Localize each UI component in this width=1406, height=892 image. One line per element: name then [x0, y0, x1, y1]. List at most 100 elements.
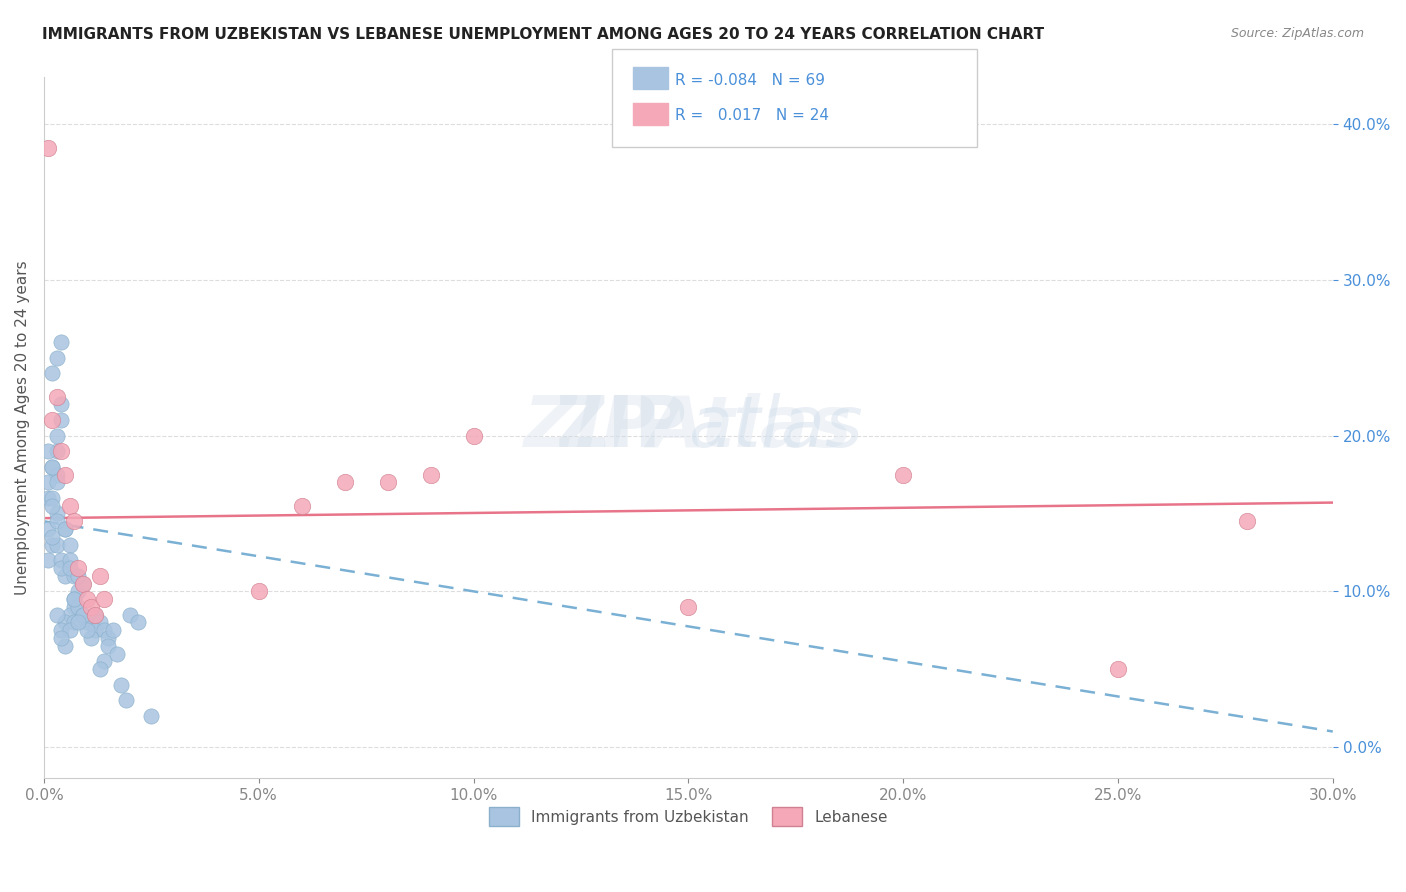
Point	[110, 678, 132, 692]
Point	[41, 367, 63, 381]
Text: R =   0.017   N = 24: R = 0.017 N = 24	[675, 109, 830, 123]
Point	[63, 592, 86, 607]
Point	[45, 607, 67, 622]
Point	[463, 428, 485, 442]
Point	[67, 568, 90, 582]
Point	[419, 467, 441, 482]
Point	[93, 655, 115, 669]
Text: Source: ZipAtlas.com: Source: ZipAtlas.com	[1230, 27, 1364, 40]
Legend: Immigrants from Uzbekistan, Lebanese: Immigrants from Uzbekistan, Lebanese	[481, 800, 896, 834]
Text: IMMIGRANTS FROM UZBEKISTAN VS LEBANESE UNEMPLOYMENT AMONG AGES 20 TO 24 YEARS CO: IMMIGRANTS FROM UZBEKISTAN VS LEBANESE U…	[42, 27, 1045, 42]
Point	[59, 538, 82, 552]
Point	[37, 522, 59, 536]
Point	[41, 499, 63, 513]
Point	[45, 390, 67, 404]
Point	[63, 615, 86, 630]
Point	[41, 413, 63, 427]
Point	[59, 561, 82, 575]
Point	[76, 615, 98, 630]
Point	[45, 514, 67, 528]
Point	[891, 467, 914, 482]
Point	[37, 140, 59, 154]
Point	[49, 561, 72, 575]
Point	[67, 584, 90, 599]
Point	[89, 568, 111, 582]
Point	[49, 631, 72, 645]
Point	[93, 624, 115, 638]
Point	[37, 491, 59, 505]
Point	[41, 459, 63, 474]
Point	[80, 615, 103, 630]
Point	[89, 662, 111, 676]
Y-axis label: Unemployment Among Ages 20 to 24 years: Unemployment Among Ages 20 to 24 years	[15, 260, 30, 595]
Point	[59, 607, 82, 622]
Point	[53, 522, 76, 536]
Point	[127, 615, 149, 630]
Point	[377, 475, 399, 490]
Point	[49, 444, 72, 458]
Point	[72, 607, 94, 622]
Point	[45, 475, 67, 490]
Point	[114, 693, 136, 707]
Point	[49, 553, 72, 567]
Point	[67, 599, 90, 614]
Point	[45, 467, 67, 482]
Point	[45, 428, 67, 442]
Point	[72, 576, 94, 591]
Point	[41, 530, 63, 544]
Point	[333, 475, 356, 490]
Point	[53, 467, 76, 482]
Point	[37, 553, 59, 567]
Point	[63, 514, 86, 528]
Point	[49, 624, 72, 638]
Point	[45, 507, 67, 521]
Point	[118, 607, 141, 622]
Text: ZIP: ZIP	[557, 393, 689, 462]
Point	[49, 413, 72, 427]
Point	[67, 615, 90, 630]
Point	[1236, 514, 1258, 528]
Point	[76, 592, 98, 607]
Point	[97, 639, 120, 653]
Point	[67, 561, 90, 575]
Point	[45, 351, 67, 365]
Point	[1107, 662, 1129, 676]
Point	[41, 538, 63, 552]
Point	[72, 576, 94, 591]
Point	[72, 607, 94, 622]
Point	[89, 615, 111, 630]
Point	[63, 592, 86, 607]
Point	[37, 475, 59, 490]
Point	[63, 599, 86, 614]
Point	[63, 568, 86, 582]
Point	[101, 624, 124, 638]
Point	[49, 335, 72, 350]
Point	[84, 624, 107, 638]
Point	[93, 592, 115, 607]
Point	[97, 631, 120, 645]
Point	[37, 444, 59, 458]
Point	[49, 397, 72, 411]
Point	[84, 607, 107, 622]
Point	[105, 647, 128, 661]
Point	[76, 624, 98, 638]
Point	[291, 499, 314, 513]
Point	[53, 615, 76, 630]
Point	[41, 459, 63, 474]
Text: atlas: atlas	[689, 393, 863, 462]
Point	[53, 639, 76, 653]
Point	[53, 522, 76, 536]
Point	[80, 631, 103, 645]
Text: ZIPAtlas: ZIPAtlas	[524, 393, 852, 462]
Point	[41, 491, 63, 505]
Point	[84, 607, 107, 622]
Point	[678, 599, 700, 614]
Point	[141, 709, 163, 723]
Point	[59, 624, 82, 638]
Text: R = -0.084   N = 69: R = -0.084 N = 69	[675, 73, 825, 87]
Point	[53, 568, 76, 582]
Point	[45, 538, 67, 552]
Point	[59, 553, 82, 567]
Point	[59, 499, 82, 513]
Point	[80, 599, 103, 614]
